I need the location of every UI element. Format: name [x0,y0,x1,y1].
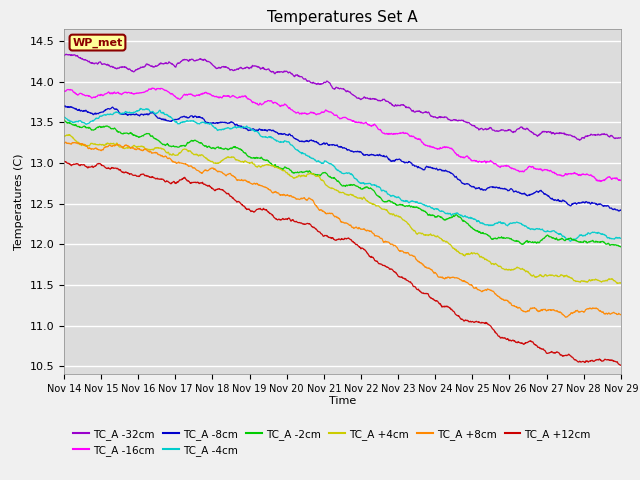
Text: WP_met: WP_met [72,37,123,48]
Title: Temperatures Set A: Temperatures Set A [267,10,418,25]
Legend: TC_A -32cm, TC_A -16cm, TC_A -8cm, TC_A -4cm, TC_A -2cm, TC_A +4cm, TC_A +8cm, T: TC_A -32cm, TC_A -16cm, TC_A -8cm, TC_A … [69,424,595,460]
X-axis label: Time: Time [329,396,356,406]
Y-axis label: Temperatures (C): Temperatures (C) [14,153,24,250]
